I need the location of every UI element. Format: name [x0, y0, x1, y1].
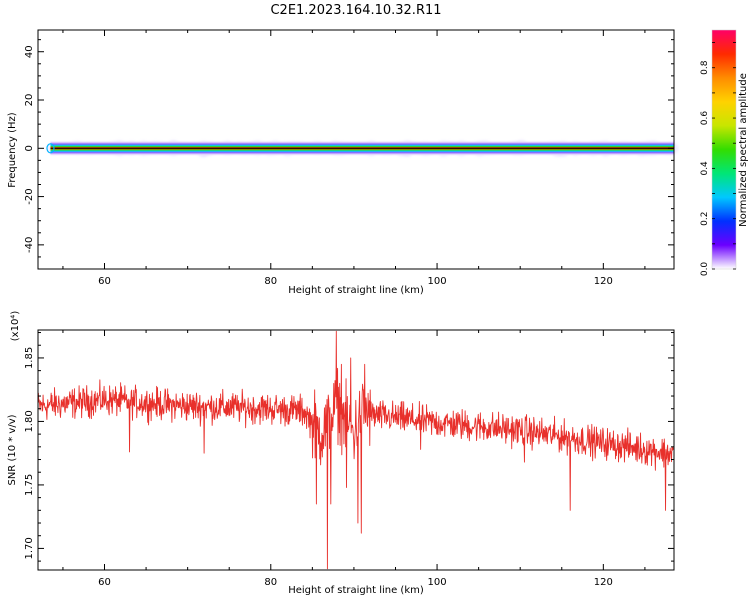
colorbar-tick-label: 0.8: [700, 60, 710, 75]
snr-y-tick-label: 1.75: [24, 474, 35, 496]
spectrogram-ticks: 60 80 100 120 -40 -20 0 20 40: [24, 30, 674, 287]
spectrogram-y-tick-label: 0: [24, 145, 35, 151]
snr-y-multiplier: (x10⁴): [10, 311, 21, 342]
snr-panel: 60 80 100 120 1.70 1.75 1.80 1.85 Height of str…: [7, 311, 675, 596]
snr-x-tick-label: 100: [428, 577, 447, 588]
snr-frame: [37, 329, 675, 571]
spectrogram-y-tick-label: 40: [24, 45, 35, 58]
colorbar-gradient: [712, 30, 736, 269]
snr-x-tick-label: 120: [594, 577, 613, 588]
spectrogram-panel: 60 80 100 120 -40 -20 0 20 40 Height of straight…: [7, 29, 679, 296]
spectral-ridge: [46, 140, 679, 157]
snr-x-axis-label: Height of straight line (km): [288, 585, 424, 596]
spectrogram-x-tick-label: 80: [264, 276, 277, 287]
spectrogram-y-axis-label: Frequency (Hz): [7, 112, 18, 188]
colorbar-tick-label: 0.4: [700, 161, 710, 176]
colorbar-frame: [711, 29, 737, 270]
snr-x-tick-label: 60: [98, 577, 111, 588]
spectrogram-frame: [37, 29, 675, 270]
spectrogram-y-tick-label: -20: [24, 188, 35, 204]
colorbar-tick-label: 0.0: [700, 262, 710, 277]
snr-y-tick-label: 1.70: [24, 537, 35, 559]
snr-x-tick-label: 80: [264, 577, 277, 588]
spectrogram-x-tick-label: 120: [594, 276, 613, 287]
spectrogram-y-tick-label: 20: [24, 94, 35, 107]
colorbar-label: Normalized spectral amplitude: [738, 73, 749, 227]
snr-ticks: 60 80 100 120 1.70 1.75 1.80 1.85: [24, 330, 674, 588]
spectrogram-x-tick-label: 100: [428, 276, 447, 287]
spectral-ridge-start: [46, 143, 55, 154]
colorbar-ticks: 0.0 0.2 0.4 0.6 0.8: [700, 42, 736, 277]
colorbar-tick-label: 0.2: [700, 212, 710, 226]
snr-y-tick-label: 1.85: [24, 347, 35, 369]
snr-series-line: [37, 330, 674, 570]
spectrogram-x-tick-label: 60: [98, 276, 111, 287]
colorbar: 0.0 0.2 0.4 0.6 0.8 Normalized spectral ampl…: [700, 29, 749, 277]
snr-y-tick-label: 1.80: [24, 410, 35, 432]
figure-title: C2E1.2023.164.10.32.R11: [270, 3, 441, 18]
snr-y-axis-label: SNR (10 * v/v): [7, 414, 18, 485]
colorbar-tick-label: 0.6: [700, 111, 710, 126]
spectrogram-x-axis-label: Height of straight line (km): [288, 285, 424, 296]
spectrogram-y-tick-label: -40: [24, 237, 35, 253]
